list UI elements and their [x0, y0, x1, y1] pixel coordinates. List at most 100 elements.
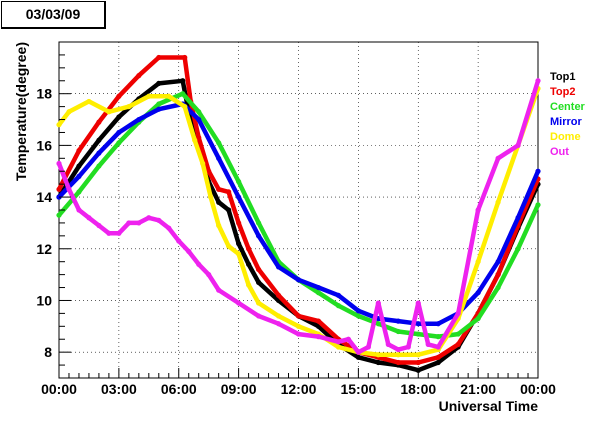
data-point	[295, 331, 302, 337]
data-point	[435, 354, 441, 360]
data-point	[475, 259, 481, 265]
data-point	[415, 300, 421, 306]
data-point	[345, 336, 351, 342]
data-point	[96, 163, 102, 169]
data-point	[435, 321, 441, 327]
legend-entry-mirror: Mirror	[550, 116, 583, 128]
legend: Top1 Top2 Center Mirror Dome Out	[550, 71, 586, 158]
data-point	[315, 290, 322, 296]
data-point	[116, 230, 122, 236]
data-point	[106, 109, 112, 115]
data-point	[156, 101, 162, 107]
data-point	[126, 104, 132, 110]
data-point	[415, 331, 421, 337]
data-point	[435, 344, 441, 350]
data-point	[226, 207, 232, 213]
data-point	[255, 279, 262, 285]
data-point	[236, 300, 242, 306]
data-point	[415, 352, 421, 358]
x-tick-label: 21:00	[460, 381, 496, 397]
data-point	[395, 352, 401, 358]
x-axis-title: Universal Time	[439, 398, 539, 414]
data-point	[236, 251, 242, 257]
data-point	[192, 137, 198, 143]
data-point	[136, 73, 142, 79]
data-point	[385, 341, 391, 347]
data-point	[66, 109, 72, 115]
data-point	[182, 54, 188, 61]
x-tick-label: 18:00	[400, 381, 436, 397]
data-point	[216, 186, 222, 192]
data-point	[405, 344, 411, 350]
legend-entry-dome: Dome	[550, 131, 581, 143]
x-tick-label: 00:00	[520, 381, 556, 397]
data-point	[76, 207, 82, 213]
data-point	[196, 109, 202, 115]
data-point	[535, 78, 541, 84]
data-point	[255, 220, 262, 226]
data-point	[86, 215, 92, 221]
data-point	[255, 233, 262, 239]
legend-entry-out: Out	[550, 146, 569, 158]
data-point	[216, 155, 222, 161]
data-point	[216, 287, 222, 293]
axis-ticks	[58, 54, 539, 379]
tick-labels: 00:00 03:00 06:00 09:00 12:00 15:00 18:00 21:00…	[36, 86, 556, 397]
data-point	[76, 147, 82, 154]
data-point	[56, 122, 62, 128]
data-point	[375, 359, 381, 366]
data-point	[455, 341, 461, 347]
data-point	[146, 93, 152, 99]
data-point	[495, 272, 501, 278]
series-out	[56, 78, 541, 355]
x-tick-label: 09:00	[221, 381, 257, 397]
data-point	[196, 135, 202, 141]
data-point	[255, 313, 262, 319]
data-point	[395, 359, 401, 366]
data-point	[335, 339, 342, 345]
data-point	[455, 310, 461, 316]
data-point	[275, 321, 282, 327]
data-point	[226, 243, 232, 249]
data-point	[216, 222, 222, 229]
data-point	[335, 344, 342, 350]
data-point	[116, 114, 122, 120]
data-point	[495, 284, 501, 291]
data-point	[295, 313, 302, 319]
data-point	[56, 212, 62, 218]
data-point	[116, 140, 122, 146]
data-point	[196, 116, 202, 123]
x-tick-label: 06:00	[161, 381, 197, 397]
data-point	[106, 230, 112, 236]
y-tick-label: 14	[36, 189, 52, 205]
data-point	[96, 119, 102, 125]
data-point	[180, 91, 186, 97]
data-point	[435, 359, 441, 366]
data-point	[226, 189, 232, 195]
data-point	[355, 308, 361, 314]
x-tick-label: 15:00	[340, 381, 376, 397]
y-tick-label: 18	[36, 86, 52, 102]
data-point	[415, 321, 421, 327]
data-point	[395, 328, 401, 335]
data-point	[166, 225, 172, 231]
data-point	[116, 93, 122, 99]
data-point	[355, 313, 361, 319]
data-point	[395, 346, 401, 353]
data-point	[156, 80, 162, 86]
series-layer	[56, 54, 541, 373]
data-point	[180, 78, 186, 84]
data-point	[76, 189, 82, 195]
data-point	[355, 354, 361, 360]
data-point	[495, 155, 501, 161]
data-point	[295, 277, 302, 283]
data-point	[176, 238, 182, 244]
data-point	[255, 300, 262, 306]
data-point	[86, 98, 92, 105]
data-point	[76, 163, 82, 169]
data-point	[275, 264, 282, 270]
y-tick-label: 16	[36, 137, 52, 153]
data-point	[475, 290, 481, 296]
data-point	[206, 272, 212, 278]
data-point	[375, 321, 381, 327]
